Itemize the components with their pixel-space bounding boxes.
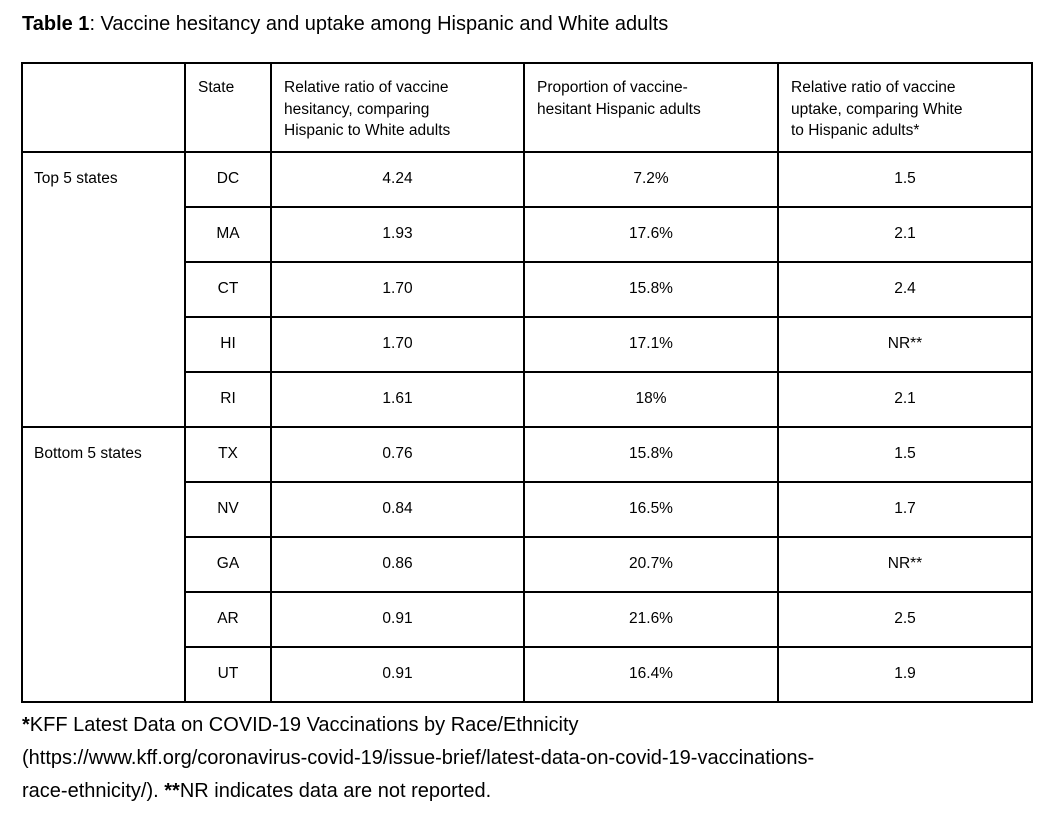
uptake-ratio-cell: 1.7 (777, 481, 1033, 538)
column-header-uptake-ratio: Relative ratio of vaccine uptake, compar… (777, 62, 1033, 153)
hesitant-proportion-cell: 21.6% (523, 591, 779, 648)
uptake-ratio-cell: NR** (777, 316, 1033, 373)
table-title-text: : Vaccine hesitancy and uptake among His… (89, 13, 669, 35)
hesitant-proportion-cell: 15.8% (523, 261, 779, 318)
table-row: UT 0.91 16.4% 1.9 (22, 646, 1033, 703)
hesitancy-ratio-cell: 0.84 (270, 481, 525, 538)
state-cell: GA (184, 536, 272, 593)
hesitancy-ratio-cell: 0.91 (270, 591, 525, 648)
header-row: State Relative ratio of vaccine hesitanc… (21, 62, 1033, 153)
state-cell: NV (184, 481, 272, 538)
footnote-line-nr: race-ethnicity/). **NR indicates data ar… (22, 775, 1043, 808)
uptake-ratio-cell: 1.5 (777, 426, 1033, 483)
state-cell: DC (184, 151, 272, 208)
column-header-hesitancy-ratio: Relative ratio of vaccine hesitancy, com… (270, 62, 525, 153)
hesitancy-ratio-cell: 0.76 (270, 426, 525, 483)
hesitancy-ratio-cell: 1.93 (270, 206, 525, 263)
uptake-ratio-cell: 1.5 (777, 151, 1033, 208)
state-cell: CT (184, 261, 272, 318)
footnote-source-text: KFF Latest Data on COVID-19 Vaccinations… (29, 714, 579, 736)
hesitancy-ratio-cell: 1.70 (270, 261, 525, 318)
state-cell: UT (184, 646, 272, 703)
table-row: HI 1.70 17.1% NR** (22, 316, 1033, 373)
hesitancy-ratio-cell: 1.70 (270, 316, 525, 373)
footnote-line-url: (https://www.kff.org/coronavirus-covid-1… (22, 742, 1043, 775)
hesitant-proportion-cell: 15.8% (523, 426, 779, 483)
table-row: Bottom 5 states TX 0.76 15.8% 1.5 (21, 426, 1033, 703)
uptake-ratio-cell: 2.1 (777, 371, 1033, 428)
table-row: RI 1.61 18% 2.1 (22, 371, 1033, 428)
uptake-ratio-cell: 2.1 (777, 206, 1033, 263)
uptake-ratio-cell: NR** (777, 536, 1033, 593)
state-cell: HI (184, 316, 272, 373)
table-row: Top 5 states DC 4.24 7.2% 1.5 (21, 151, 1033, 428)
hesitant-proportion-cell: 16.5% (523, 481, 779, 538)
hesitant-proportion-cell: 17.1% (523, 316, 779, 373)
footnote-nr-text: NR indicates data are not reported. (179, 780, 492, 802)
hesitant-proportion-cell: 16.4% (523, 646, 779, 703)
column-header-state: State (184, 62, 272, 153)
table-row: GA 0.86 20.7% NR** (22, 536, 1033, 593)
group-label-cell-top5: Top 5 states (21, 151, 186, 428)
table-row: AR 0.91 21.6% 2.5 (22, 591, 1033, 648)
footnote-url-text: (https://www.kff.org/coronavirus-covid-1… (22, 747, 815, 769)
table-title: Table 1: Vaccine hesitancy and uptake am… (22, 12, 1043, 36)
uptake-ratio-cell: 1.9 (777, 646, 1033, 703)
group-label-cell-bottom5: Bottom 5 states (21, 426, 186, 703)
footnote: *KFF Latest Data on COVID-19 Vaccination… (22, 709, 1043, 808)
state-cell: AR (184, 591, 272, 648)
state-cell: RI (184, 371, 272, 428)
vaccine-hesitancy-table: State Relative ratio of vaccine hesitanc… (21, 62, 1033, 703)
hesitant-proportion-cell: 18% (523, 371, 779, 428)
hesitancy-ratio-cell: 1.61 (270, 371, 525, 428)
column-header-hesitant-proportion: Proportion of vaccine- hesitant Hispanic… (523, 62, 779, 153)
hesitant-proportion-cell: 17.6% (523, 206, 779, 263)
hesitancy-ratio-cell: 4.24 (270, 151, 525, 208)
hesitant-proportion-cell: 7.2% (523, 151, 779, 208)
footnote-url-end: race-ethnicity/). (22, 780, 165, 802)
table-title-number: Table 1 (22, 13, 90, 35)
footnote-asterisk: * (22, 714, 30, 736)
table-row: CT 1.70 15.8% 2.4 (22, 261, 1033, 318)
hesitancy-ratio-cell: 0.86 (270, 536, 525, 593)
uptake-ratio-cell: 2.4 (777, 261, 1033, 318)
footnote-line-source: *KFF Latest Data on COVID-19 Vaccination… (22, 709, 1043, 742)
column-header-group (21, 62, 186, 153)
uptake-ratio-cell: 2.5 (777, 591, 1033, 648)
table-row: NV 0.84 16.5% 1.7 (22, 481, 1033, 538)
state-cell: MA (184, 206, 272, 263)
state-cell: TX (184, 426, 272, 483)
footnote-double-asterisk: ** (164, 780, 180, 802)
table-row: MA 1.93 17.6% 2.1 (22, 206, 1033, 263)
hesitant-proportion-cell: 20.7% (523, 536, 779, 593)
hesitancy-ratio-cell: 0.91 (270, 646, 525, 703)
